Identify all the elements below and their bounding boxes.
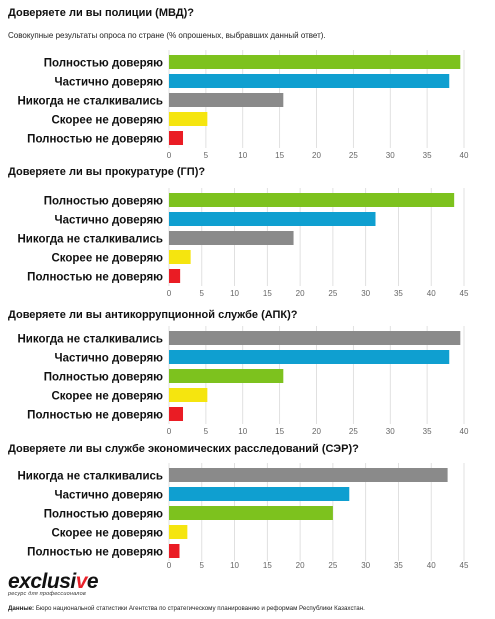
category-label: Частично доверяю bbox=[55, 490, 164, 502]
category-label: Полностью доверяю bbox=[44, 509, 163, 521]
x-tick-label: 30 bbox=[386, 151, 395, 160]
source-label: Данные: bbox=[8, 605, 35, 612]
x-tick-label: 35 bbox=[394, 561, 403, 570]
x-tick-label: 45 bbox=[460, 561, 469, 570]
category-label: Никогда не сталкивались bbox=[18, 96, 164, 108]
bar bbox=[169, 388, 208, 402]
category-label: Полностью не доверяю bbox=[27, 547, 163, 559]
bar bbox=[169, 193, 455, 207]
x-tick-label: 40 bbox=[460, 427, 469, 436]
x-tick-label: 40 bbox=[427, 561, 436, 570]
bar bbox=[169, 544, 180, 558]
bar bbox=[169, 269, 181, 283]
logo-tagline: ресурс для профессионалов bbox=[8, 591, 86, 597]
bar bbox=[169, 369, 284, 383]
category-label: Полностью не доверяю bbox=[27, 272, 163, 284]
category-label: Полностью доверяю bbox=[44, 372, 163, 384]
chart-title: Доверяете ли вы службе экономических рас… bbox=[8, 443, 359, 455]
source-note: Данные: Бюро национальной статистики Аге… bbox=[8, 605, 488, 612]
x-tick-label: 15 bbox=[263, 289, 272, 298]
bar bbox=[169, 212, 376, 226]
x-tick-label: 45 bbox=[460, 289, 469, 298]
logo-text: exclusive bbox=[8, 570, 99, 593]
x-tick-label: 10 bbox=[238, 427, 247, 436]
x-tick-label: 25 bbox=[328, 561, 337, 570]
category-label: Частично доверяю bbox=[55, 215, 164, 227]
x-tick-label: 10 bbox=[238, 151, 247, 160]
source-text: Бюро национальной статистики Агентства п… bbox=[35, 605, 365, 612]
x-tick-label: 5 bbox=[204, 151, 209, 160]
bar bbox=[169, 407, 184, 421]
category-label: Полностью доверяю bbox=[44, 58, 163, 70]
category-label: Скорее не доверяю bbox=[51, 391, 163, 403]
chart-title: Доверяете ли вы антикоррупционной службе… bbox=[8, 309, 298, 321]
category-label: Никогда не сталкивались bbox=[18, 471, 164, 483]
bar bbox=[169, 93, 284, 107]
bar bbox=[169, 112, 208, 126]
x-tick-label: 0 bbox=[167, 151, 172, 160]
x-tick-label: 35 bbox=[394, 289, 403, 298]
footer: exclusive ресурс для профессионалов Данн… bbox=[8, 570, 488, 612]
x-tick-label: 10 bbox=[230, 561, 239, 570]
category-label: Частично доверяю bbox=[55, 353, 164, 365]
bar bbox=[169, 250, 191, 264]
category-label: Полностью доверяю bbox=[44, 196, 163, 208]
x-tick-label: 5 bbox=[204, 427, 209, 436]
x-tick-label: 30 bbox=[361, 561, 370, 570]
x-tick-label: 0 bbox=[167, 427, 172, 436]
category-label: Полностью не доверяю bbox=[27, 134, 163, 146]
x-tick-label: 40 bbox=[427, 289, 436, 298]
x-tick-label: 0 bbox=[167, 561, 172, 570]
chart-title: Доверяете ли вы полиции (МВД)? bbox=[8, 7, 194, 19]
bar bbox=[169, 350, 450, 364]
x-tick-label: 30 bbox=[361, 289, 370, 298]
bar bbox=[169, 506, 333, 520]
chart-subtitle: Совокупные результаты опроса по стране (… bbox=[8, 31, 326, 40]
bar bbox=[169, 231, 294, 245]
x-tick-label: 5 bbox=[200, 289, 205, 298]
x-tick-label: 15 bbox=[275, 427, 284, 436]
exclusive-logo[interactable]: exclusive bbox=[8, 570, 488, 593]
x-tick-label: 25 bbox=[328, 289, 337, 298]
x-tick-label: 5 bbox=[200, 561, 205, 570]
category-label: Полностью не доверяю bbox=[27, 410, 163, 422]
bar bbox=[169, 525, 188, 539]
x-tick-label: 20 bbox=[296, 289, 305, 298]
bar bbox=[169, 487, 350, 501]
charts-svg: Доверяете ли вы полиции (МВД)? Совокупные… bbox=[8, 7, 469, 570]
x-tick-label: 15 bbox=[263, 561, 272, 570]
x-tick-label: 0 bbox=[167, 289, 172, 298]
x-tick-label: 20 bbox=[296, 561, 305, 570]
x-tick-label: 35 bbox=[423, 427, 432, 436]
bar bbox=[169, 331, 461, 345]
x-tick-label: 25 bbox=[349, 151, 358, 160]
category-label: Частично доверяю bbox=[55, 77, 164, 89]
category-label: Никогда не сталкивались bbox=[18, 334, 164, 346]
chart-title: Доверяете ли вы прокуратуре (ГП)? bbox=[8, 166, 205, 178]
bar bbox=[169, 55, 461, 69]
x-tick-label: 25 bbox=[349, 427, 358, 436]
category-label: Никогда не сталкивались bbox=[18, 234, 164, 246]
x-tick-label: 20 bbox=[312, 151, 321, 160]
category-label: Скорее не доверяю bbox=[51, 253, 163, 265]
x-tick-label: 40 bbox=[460, 151, 469, 160]
bar bbox=[169, 74, 450, 88]
x-tick-label: 10 bbox=[230, 289, 239, 298]
bar bbox=[169, 468, 448, 482]
category-label: Скорее не доверяю bbox=[51, 115, 163, 127]
category-label: Скорее не доверяю bbox=[51, 528, 163, 540]
bar bbox=[169, 131, 184, 145]
x-tick-label: 15 bbox=[275, 151, 284, 160]
x-tick-label: 20 bbox=[312, 427, 321, 436]
x-tick-label: 30 bbox=[386, 427, 395, 436]
x-tick-label: 35 bbox=[423, 151, 432, 160]
